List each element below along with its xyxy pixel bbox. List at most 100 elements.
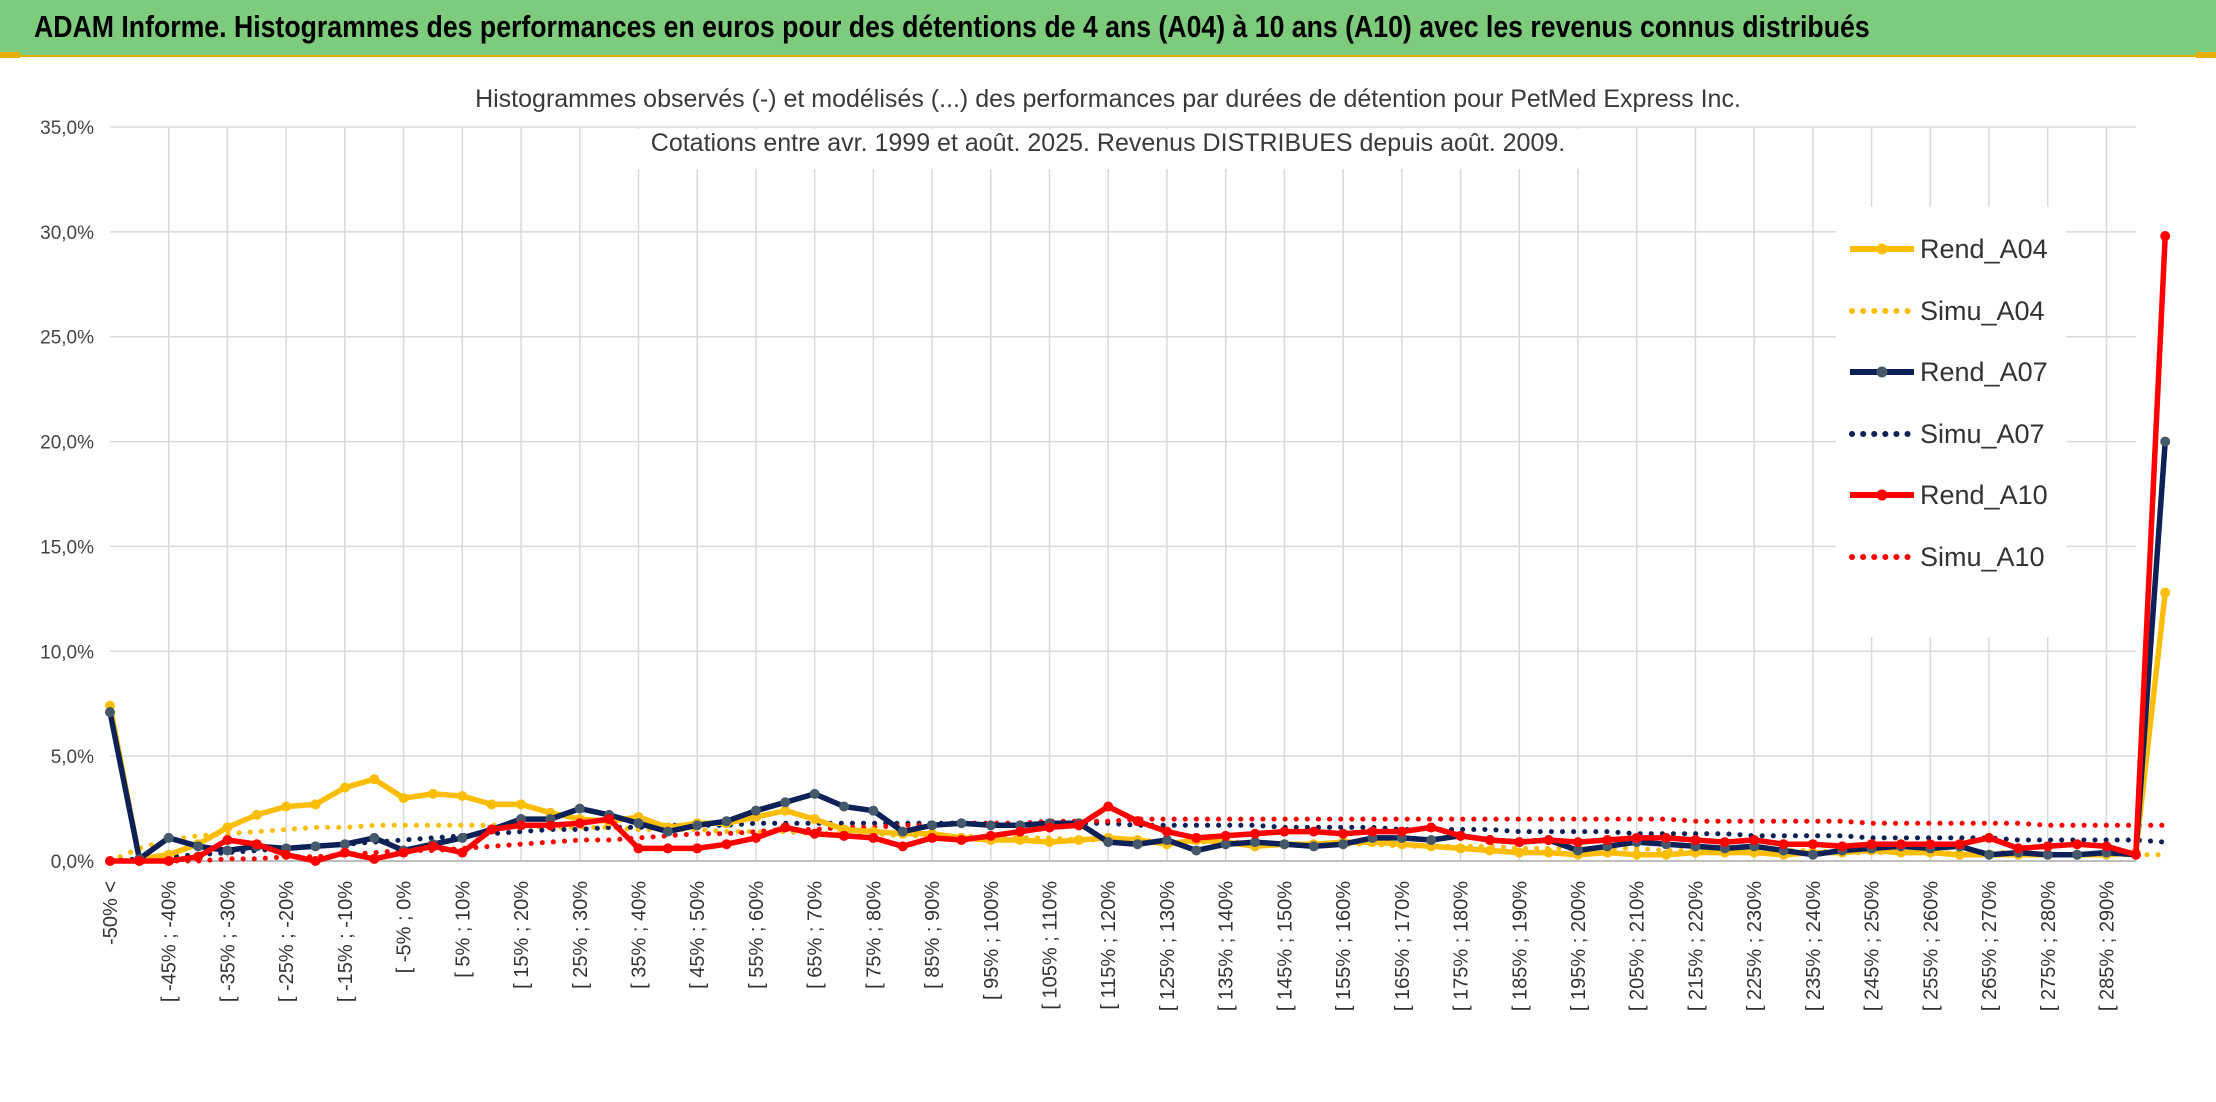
data-point-rend-a10	[222, 835, 233, 846]
data-point-rend-a07	[780, 797, 791, 808]
data-point-rend-a10	[574, 818, 585, 829]
data-point-rend-a07	[1103, 837, 1114, 848]
data-point-rend-a04	[398, 793, 409, 804]
x-tick-label: [ 5% ; 10%	[452, 881, 474, 978]
data-point-rend-a10	[251, 839, 262, 850]
x-tick-label: [ 255% ; 260%	[1920, 881, 1942, 1011]
y-tick-label: 0,0%	[51, 852, 94, 873]
x-tick-label: [ -15% ; -10%	[335, 881, 357, 1002]
data-point-rend-a10	[457, 847, 468, 858]
data-point-rend-a10	[1044, 822, 1055, 833]
x-tick-label: [ 165% ; 170%	[1392, 881, 1414, 1011]
data-point-rend-a10	[545, 820, 556, 831]
data-point-rend-a10	[1984, 832, 1995, 843]
data-point-rend-a10	[516, 820, 527, 831]
x-tick-label: [ -25% ; -20%	[276, 881, 298, 1002]
x-axis-ticks: -50% < [ -45% ; -40% [ -35% ; -30% [ -25% ;…	[100, 881, 2118, 1011]
data-point-rend-a04	[281, 801, 292, 812]
y-tick-label: 5,0%	[51, 747, 94, 768]
data-point-rend-a10	[1279, 826, 1290, 837]
data-point-rend-a07	[956, 818, 967, 829]
data-point-rend-a07	[193, 841, 204, 852]
x-tick-label: [ 15% ; 20%	[511, 881, 533, 989]
data-point-rend-a10	[1338, 828, 1349, 839]
data-point-rend-a04	[457, 790, 468, 801]
x-tick-label: [ 175% ; 180%	[1451, 881, 1473, 1011]
data-point-rend-a07	[1191, 845, 1202, 856]
data-point-rend-a07	[721, 816, 732, 827]
data-point-rend-a07	[310, 841, 321, 852]
legend-label-rend-a07: Rend_A07	[1920, 357, 2048, 387]
data-point-rend-a10	[1543, 835, 1554, 846]
data-point-rend-a10	[310, 856, 321, 866]
title-background	[620, 129, 1590, 169]
data-point-rend-a10	[1308, 826, 1319, 837]
data-point-rend-a04	[427, 788, 438, 799]
x-tick-label: [ 145% ; 150%	[1274, 881, 1296, 1011]
data-point-rend-a07	[105, 707, 115, 718]
data-point-rend-a10	[1807, 839, 1818, 850]
data-point-rend-a10	[2101, 841, 2112, 852]
data-point-rend-a10	[1455, 830, 1466, 841]
x-tick-label: [ 185% ; 190%	[1509, 881, 1531, 1011]
data-point-rend-a10	[1250, 828, 1261, 839]
data-point-rend-a04	[1543, 847, 1554, 858]
x-tick-label: [ 115% ; 120%	[1098, 881, 1120, 1010]
y-tick-label: 20,0%	[40, 433, 94, 454]
y-tick-label: 15,0%	[40, 537, 94, 558]
data-point-rend-a10	[1191, 832, 1202, 843]
data-point-rend-a10	[809, 828, 820, 839]
x-tick-label: [ 45% ; 50%	[687, 881, 709, 989]
data-point-rend-a10	[1837, 841, 1848, 852]
data-point-rend-a07	[809, 788, 820, 799]
data-point-rend-a10	[956, 835, 967, 846]
corner-accent-left	[0, 52, 20, 58]
data-point-rend-a10	[927, 832, 938, 843]
data-point-rend-a04	[780, 805, 791, 816]
data-point-rend-a10	[1514, 837, 1525, 848]
data-point-rend-a10	[692, 843, 703, 854]
x-tick-label: [ 215% ; 220%	[1685, 881, 1707, 1011]
data-point-rend-a10	[985, 830, 996, 841]
x-tick-label: [ 225% ; 230%	[1744, 881, 1766, 1011]
data-point-rend-a07	[2072, 849, 2083, 860]
data-point-rend-a10	[486, 824, 497, 835]
y-tick-label: 25,0%	[40, 328, 94, 349]
x-tick-label: [ 85% ; 90%	[922, 881, 944, 989]
data-point-rend-a10	[897, 841, 908, 852]
x-tick-label: [ 155% ; 160%	[1333, 881, 1355, 1011]
data-point-rend-a10	[2013, 843, 2024, 854]
data-point-rend-a07	[868, 805, 879, 816]
x-tick-label: [ -35% ; -30%	[217, 881, 239, 1002]
data-point-rend-a04	[1631, 849, 1642, 860]
data-point-rend-a10	[398, 847, 409, 858]
data-point-rend-a07	[1132, 839, 1143, 850]
y-axis-ticks: 0,0% 5,0% 10,0% 15,0% 20,0% 25,0% 30,0% 35,0%	[40, 118, 94, 873]
x-tick-label: [ 75% ; 80%	[863, 881, 885, 989]
x-tick-label: [ 35% ; 40%	[628, 881, 650, 989]
data-point-rend-a10	[1220, 830, 1231, 841]
data-point-rend-a07	[163, 832, 174, 843]
data-point-rend-a07	[1426, 835, 1437, 846]
data-point-rend-a10	[1484, 835, 1495, 846]
x-tick-label: [ 285% ; 290%	[2096, 881, 2118, 1011]
x-tick-label: [ 95% ; 100%	[981, 881, 1003, 1000]
data-point-rend-a07	[1573, 845, 1583, 856]
x-tick-label: [ 275% ; 280%	[2038, 881, 2060, 1011]
data-point-rend-a04	[1954, 849, 1965, 860]
data-point-rend-a07	[222, 845, 233, 856]
data-point-rend-a10	[427, 841, 438, 852]
data-point-rend-a07	[927, 820, 938, 831]
x-tick-label: [ 265% ; 270%	[1979, 881, 2001, 1011]
histogram-chart: 0,0% 5,0% 10,0% 15,0% 20,0% 25,0% 30,0% 35,0% -…	[40, 83, 2171, 1011]
data-point-rend-a07	[1250, 837, 1261, 848]
data-point-rend-a07	[574, 803, 585, 814]
data-point-rend-a10	[662, 843, 673, 854]
data-point-rend-a10	[839, 830, 849, 841]
data-point-rend-a07	[1279, 839, 1290, 850]
data-point-rend-a04	[1455, 843, 1466, 854]
data-point-rend-a07	[662, 826, 673, 837]
data-point-rend-a10	[163, 856, 174, 866]
data-point-rend-a07	[1308, 841, 1319, 852]
data-point-rend-a04	[1073, 835, 1084, 846]
